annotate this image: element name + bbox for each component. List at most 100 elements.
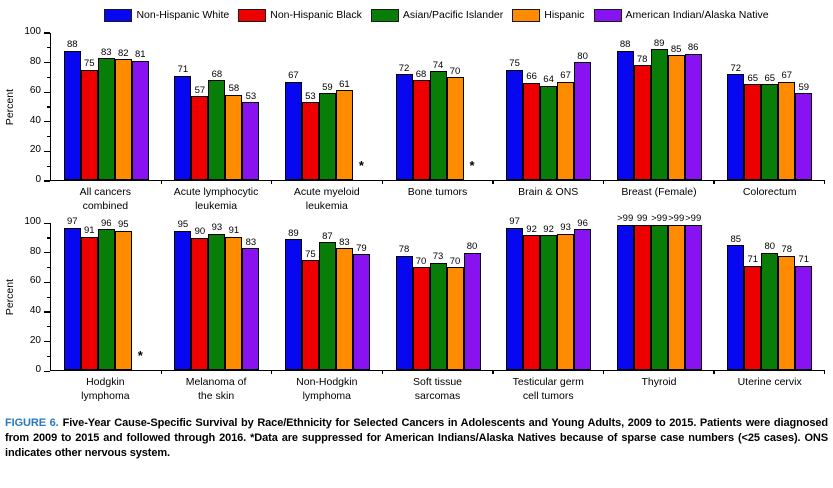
bar-value-label: 78 (781, 244, 793, 256)
y-axis-tick (44, 281, 50, 284)
bar-american-indian-alaska-native (684, 224, 702, 371)
legend-swatch-icon (370, 9, 399, 22)
bar-non-hispanic-white (616, 224, 634, 371)
category-label: Bone tumors (407, 186, 468, 198)
suppressed-data-asterisk: * (358, 158, 364, 173)
bar-value-label: >99 (651, 213, 668, 225)
bar-value-label: 88 (619, 39, 631, 51)
category-label: Colorectum (742, 186, 797, 198)
bar-slot-asian-pacific-islander: 80 (761, 223, 779, 371)
bar-american-indian-alaska-native (352, 254, 370, 371)
bar-value-label: 92 (526, 223, 537, 235)
bar-value-label: 91 (83, 225, 95, 237)
bar-value-label: 89 (653, 37, 665, 49)
bar-slot-non-hispanic-black: 99 (633, 214, 651, 371)
x-axis-labels: Hodgkin lymphoma Melanoma of the skin Non-… (50, 371, 825, 403)
bar-value-label: 72 (730, 62, 742, 74)
bar-value-label: 75 (305, 248, 316, 260)
y-axis-tick-label: 100 (24, 26, 41, 37)
bar-value-label: 96 (577, 217, 588, 229)
bar-slot-hispanic: 85 (667, 33, 685, 180)
bar-asian-pacific-islander (318, 93, 336, 180)
bar-value-label: 72 (398, 62, 410, 74)
figure-caption: FIGURE 6. Five-Year Cause-Specific Surviv… (5, 416, 828, 462)
bar-value-label: 80 (764, 241, 776, 253)
bar-hispanic (667, 224, 685, 371)
bar-american-indian-alaska-native (574, 229, 592, 371)
bar-value-label: 70 (449, 255, 461, 267)
x-axis-tick (271, 370, 273, 375)
legend-label: Non-Hispanic Black (270, 9, 362, 22)
bar-slot-american-indian-alaska-native: 79 (352, 223, 370, 371)
bar-slot-non-hispanic-white: 75 (506, 33, 524, 180)
bar-value-label: 67 (288, 70, 299, 82)
plot-area: 88 75 83 82 81 71 57 68 58 53 67 53 59 61 * 72 68 74 70 * 75… (50, 33, 826, 184)
y-axis-tick-label: 80 (29, 245, 41, 257)
bar-value-label: 95 (117, 219, 129, 231)
bar-group: 97 91 96 95 * (51, 217, 162, 371)
bar-slot-american-indian-alaska-native: * (353, 33, 370, 180)
bar-slot-non-hispanic-white: 67 (284, 33, 302, 180)
bar-slot-american-indian-alaska-native: 80 (574, 33, 592, 180)
bar-value-label: 71 (798, 254, 810, 266)
bar-value-label: 95 (177, 219, 189, 231)
bar-group: 75 66 64 67 80 (493, 33, 604, 180)
bar-value-label: 90 (194, 226, 206, 238)
bar-non-hispanic-black (191, 237, 209, 371)
bar-value-label: 68 (211, 68, 223, 80)
bar-slot-hispanic: 82 (114, 33, 132, 180)
bar-asian-pacific-islander (97, 58, 115, 180)
bar-asian-pacific-islander (429, 71, 447, 180)
bar-slot-american-indian-alaska-native: * (464, 33, 481, 180)
bar-slot-non-hispanic-white: 88 (63, 33, 81, 180)
bar-non-hispanic-white (395, 255, 413, 371)
bar-value-label: 85 (730, 233, 742, 245)
bar-non-hispanic-black (191, 96, 209, 180)
bar-value-label: 67 (781, 70, 793, 82)
bar-slot-asian-pacific-islander: 92 (540, 223, 558, 371)
bar-slot-non-hispanic-white: 95 (174, 219, 192, 371)
bar-value-label: 65 (747, 72, 759, 84)
bar-non-hispanic-black (301, 260, 319, 371)
bar-non-hispanic-white (63, 50, 81, 180)
y-axis-tick (46, 106, 50, 108)
bar-value-label: 59 (322, 81, 333, 93)
bar-hispanic (225, 94, 243, 180)
bar-slot-american-indian-alaska-native: 86 (684, 33, 702, 180)
suppressed-data-asterisk: * (469, 158, 475, 173)
bar-value-label: 66 (526, 71, 537, 83)
bar-group: 88 78 89 85 86 (604, 33, 715, 180)
category-label: Testicular germ cell tumors (512, 376, 584, 402)
bar-group: 95 90 93 91 83 (162, 219, 273, 371)
bar-slot-asian-pacific-islander: 65 (761, 33, 779, 180)
legend-item: American Indian/Alaska Native (593, 9, 769, 22)
bar-slot-american-indian-alaska-native: 81 (131, 33, 149, 180)
category-label: Breast (Female) (621, 186, 697, 198)
bar-value-label: 79 (356, 242, 367, 254)
bar-value-label: >99 (685, 213, 702, 225)
legend-item: Non-Hispanic White (104, 9, 229, 22)
bar-slot-non-hispanic-black: 75 (301, 223, 319, 371)
legend-label: Non-Hispanic White (136, 9, 230, 22)
x-axis-tick (602, 370, 605, 375)
bar-value-label: 93 (560, 222, 571, 234)
bar-hispanic (114, 230, 132, 371)
bar-value-label: 78 (398, 244, 410, 256)
y-axis-tick-label: 0 (35, 364, 41, 376)
survival-chart-top: Percent 0 20 40 60 80 100 88 75 83 82 81 71 57 68 58 5… (0, 23, 833, 213)
y-axis-tick (44, 311, 50, 313)
y-axis-tick-label: 40 (29, 305, 41, 317)
legend-item: Asian/Pacific Islander (370, 9, 503, 22)
y-axis-tick (46, 296, 50, 298)
bar-group: 72 68 74 70 * (383, 33, 494, 180)
bar-slot-non-hispanic-white: 89 (284, 223, 302, 371)
legend-label: Hispanic (544, 9, 585, 22)
bar-group: 71 57 68 58 53 (162, 33, 273, 180)
y-axis-tick-label: 100 (24, 216, 41, 228)
bar-value-label: 85 (670, 43, 682, 55)
category-label: All cancers combined (79, 186, 132, 212)
bar-non-hispanic-black (80, 69, 98, 180)
bar-slot-asian-pacific-islander: 68 (208, 33, 226, 180)
figure-caption-label: FIGURE 6. (5, 416, 59, 429)
x-axis-tick (824, 370, 826, 375)
